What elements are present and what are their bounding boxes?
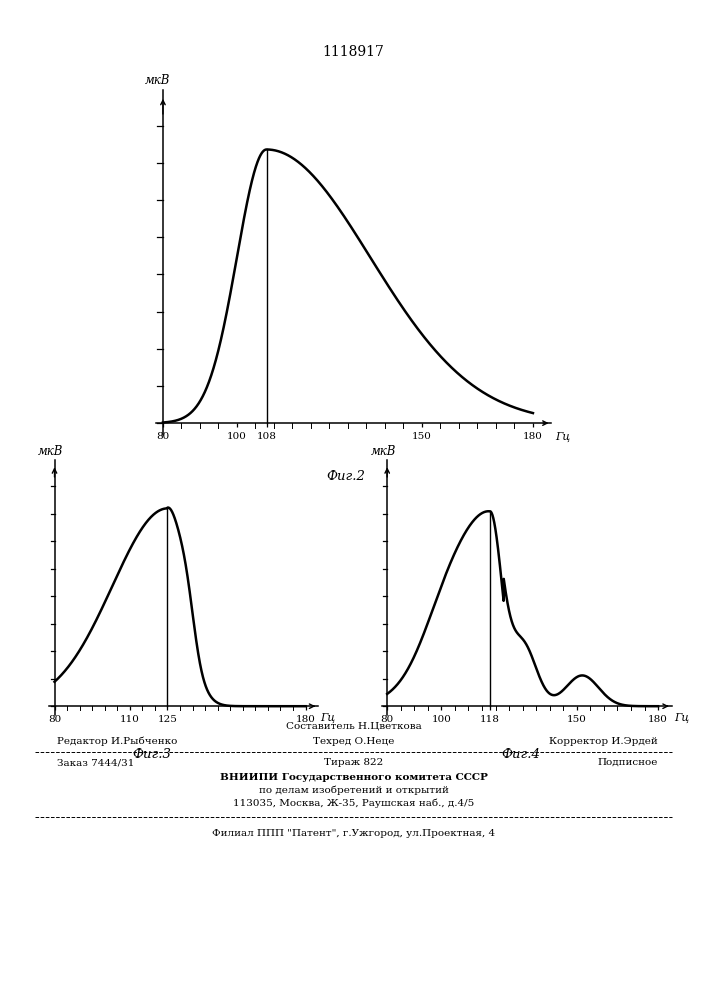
Text: Заказ 7444/31: Заказ 7444/31 <box>57 758 134 767</box>
Text: Тираж 822: Тираж 822 <box>324 758 383 767</box>
Text: Гц: Гц <box>321 713 336 723</box>
Text: Гц: Гц <box>674 713 689 723</box>
Text: Фиг.3: Фиг.3 <box>132 748 171 761</box>
Text: Техред О.Неце: Техред О.Неце <box>312 737 395 746</box>
Text: Подписное: Подписное <box>597 758 658 767</box>
Text: Филиал ППП "Патент", г.Ужгород, ул.Проектная, 4: Филиал ППП "Патент", г.Ужгород, ул.Проек… <box>212 829 495 838</box>
Text: мкВ: мкВ <box>370 445 396 458</box>
Text: 113035, Москва, Ж-35, Раушская наб., д.4/5: 113035, Москва, Ж-35, Раушская наб., д.4… <box>233 798 474 808</box>
Text: Гц: Гц <box>555 432 571 442</box>
Text: 1118917: 1118917 <box>322 45 385 59</box>
Text: Фиг.4: Фиг.4 <box>501 748 540 761</box>
Text: Редактор И.Рыбченко: Редактор И.Рыбченко <box>57 736 177 746</box>
Text: мкВ: мкВ <box>145 74 170 87</box>
Text: по делам изобретений и открытий: по делам изобретений и открытий <box>259 786 448 795</box>
Text: Фиг.2: Фиг.2 <box>326 470 365 483</box>
Text: ВНИИПИ Государственного комитета СССР: ВНИИПИ Государственного комитета СССР <box>220 773 487 782</box>
Text: Корректор И.Эрдей: Корректор И.Эрдей <box>549 737 658 746</box>
Text: мкВ: мкВ <box>38 445 64 458</box>
Text: Составитель Н.Цветкова: Составитель Н.Цветкова <box>286 722 421 731</box>
